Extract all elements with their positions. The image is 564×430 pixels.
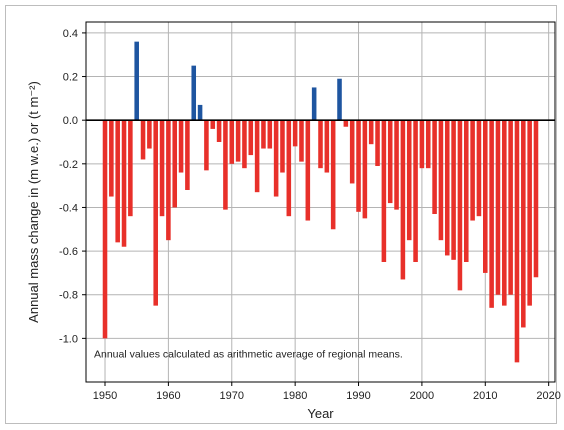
x-tick-label: 1980 — [283, 390, 307, 402]
x-tick-label: 2000 — [410, 390, 434, 402]
bar-1964 — [191, 65, 197, 121]
bar-1989 — [349, 120, 355, 184]
bar-1960 — [166, 120, 171, 241]
bar-1978 — [280, 120, 285, 173]
bar-2004 — [444, 120, 450, 256]
x-tick-label: 2020 — [536, 390, 560, 402]
bar-1970 — [229, 120, 235, 164]
bar-2001 — [425, 120, 431, 169]
bar-1988 — [343, 120, 349, 127]
bar-2013 — [502, 120, 507, 306]
bar-1993 — [375, 120, 380, 166]
bar-1953 — [121, 120, 127, 247]
bar-1956 — [140, 120, 146, 160]
y-tick-label: -0.2 — [59, 159, 78, 171]
bar-2012 — [495, 120, 501, 295]
bar-1976 — [267, 120, 273, 149]
bar-1982 — [305, 120, 311, 221]
y-tick-label: 0.0 — [63, 115, 78, 127]
x-tick-label: 1950 — [93, 390, 117, 402]
bar-2007 — [463, 120, 469, 263]
bar-1957 — [147, 120, 152, 149]
y-tick-label: -0.6 — [59, 246, 78, 258]
bar-1985 — [324, 120, 330, 173]
bar-1973 — [248, 120, 254, 156]
y-axis-ticks: 0.4 0.2 0.0 -0.2 -0.4 -0.6 -0.8 -1.0 — [59, 28, 86, 345]
bar-1983 — [311, 87, 317, 121]
bar-1966 — [204, 120, 209, 171]
bar-1963 — [185, 120, 190, 190]
bar-2006 — [457, 120, 463, 291]
bar-1994 — [381, 120, 387, 263]
bar-1962 — [178, 120, 184, 173]
bar-1959 — [159, 120, 165, 217]
bar-1969 — [223, 120, 228, 210]
chart-annotation: Annual values calculated as arithmetic a… — [94, 349, 403, 361]
bar-1992 — [368, 120, 374, 145]
bar-1996 — [394, 120, 399, 210]
bar-2010 — [483, 120, 488, 273]
bar-1954 — [128, 120, 133, 217]
bar-2017 — [527, 120, 532, 306]
bar-1984 — [318, 120, 323, 169]
bar-1971 — [235, 120, 241, 162]
bar-1997 — [400, 120, 406, 280]
bar-1987 — [337, 78, 342, 121]
bar-1950 — [102, 120, 108, 339]
x-tick-label: 1990 — [346, 390, 370, 402]
plot-area — [85, 21, 556, 383]
bar-1999 — [413, 120, 418, 263]
bar-1961 — [172, 120, 178, 208]
bar-1968 — [216, 120, 222, 142]
bar-1974 — [254, 120, 260, 193]
x-tick-label: 2010 — [473, 390, 497, 402]
bar-2018 — [533, 120, 539, 278]
bar-2003 — [438, 120, 444, 241]
bar-2014 — [508, 120, 513, 295]
bar-2009 — [476, 120, 482, 217]
bar-2005 — [451, 120, 456, 260]
y-axis-title: Annual mass change in (m w.e.) or (t m⁻²… — [26, 81, 41, 323]
bar-1965 — [197, 104, 203, 121]
y-tick-label: 0.2 — [63, 72, 78, 84]
bar-2015 — [514, 120, 520, 363]
y-tick-label: -1.0 — [59, 333, 78, 345]
bars — [102, 41, 539, 363]
x-tick-label: 1960 — [156, 390, 180, 402]
bar-2016 — [521, 120, 526, 328]
bar-1990 — [356, 120, 361, 212]
x-axis-ticks: 1950 1960 1970 1980 1990 2000 2010 2020 — [93, 382, 561, 402]
bar-1979 — [286, 120, 292, 217]
bar-1975 — [261, 120, 266, 149]
y-tick-label: -0.8 — [59, 290, 78, 302]
bar-1998 — [406, 120, 412, 241]
y-tick-label: 0.4 — [63, 28, 78, 40]
x-tick-label: 1970 — [220, 390, 244, 402]
bar-1977 — [273, 120, 279, 197]
bar-1980 — [292, 120, 298, 147]
x-axis-title: Year — [307, 406, 334, 421]
bar-1995 — [387, 120, 393, 204]
bar-1986 — [330, 120, 336, 230]
bar-1967 — [210, 120, 216, 129]
bar-1955 — [134, 41, 139, 121]
bar-1981 — [299, 120, 304, 162]
bar-2008 — [470, 120, 475, 221]
y-tick-label: -0.4 — [59, 202, 78, 214]
bar-1972 — [242, 120, 247, 169]
bar-2011 — [489, 120, 494, 308]
bar-1991 — [362, 120, 368, 219]
bar-2000 — [419, 120, 425, 169]
bar-2002 — [432, 120, 437, 214]
bar-1952 — [115, 120, 120, 243]
bar-1958 — [153, 120, 158, 306]
bar-1951 — [109, 120, 114, 197]
